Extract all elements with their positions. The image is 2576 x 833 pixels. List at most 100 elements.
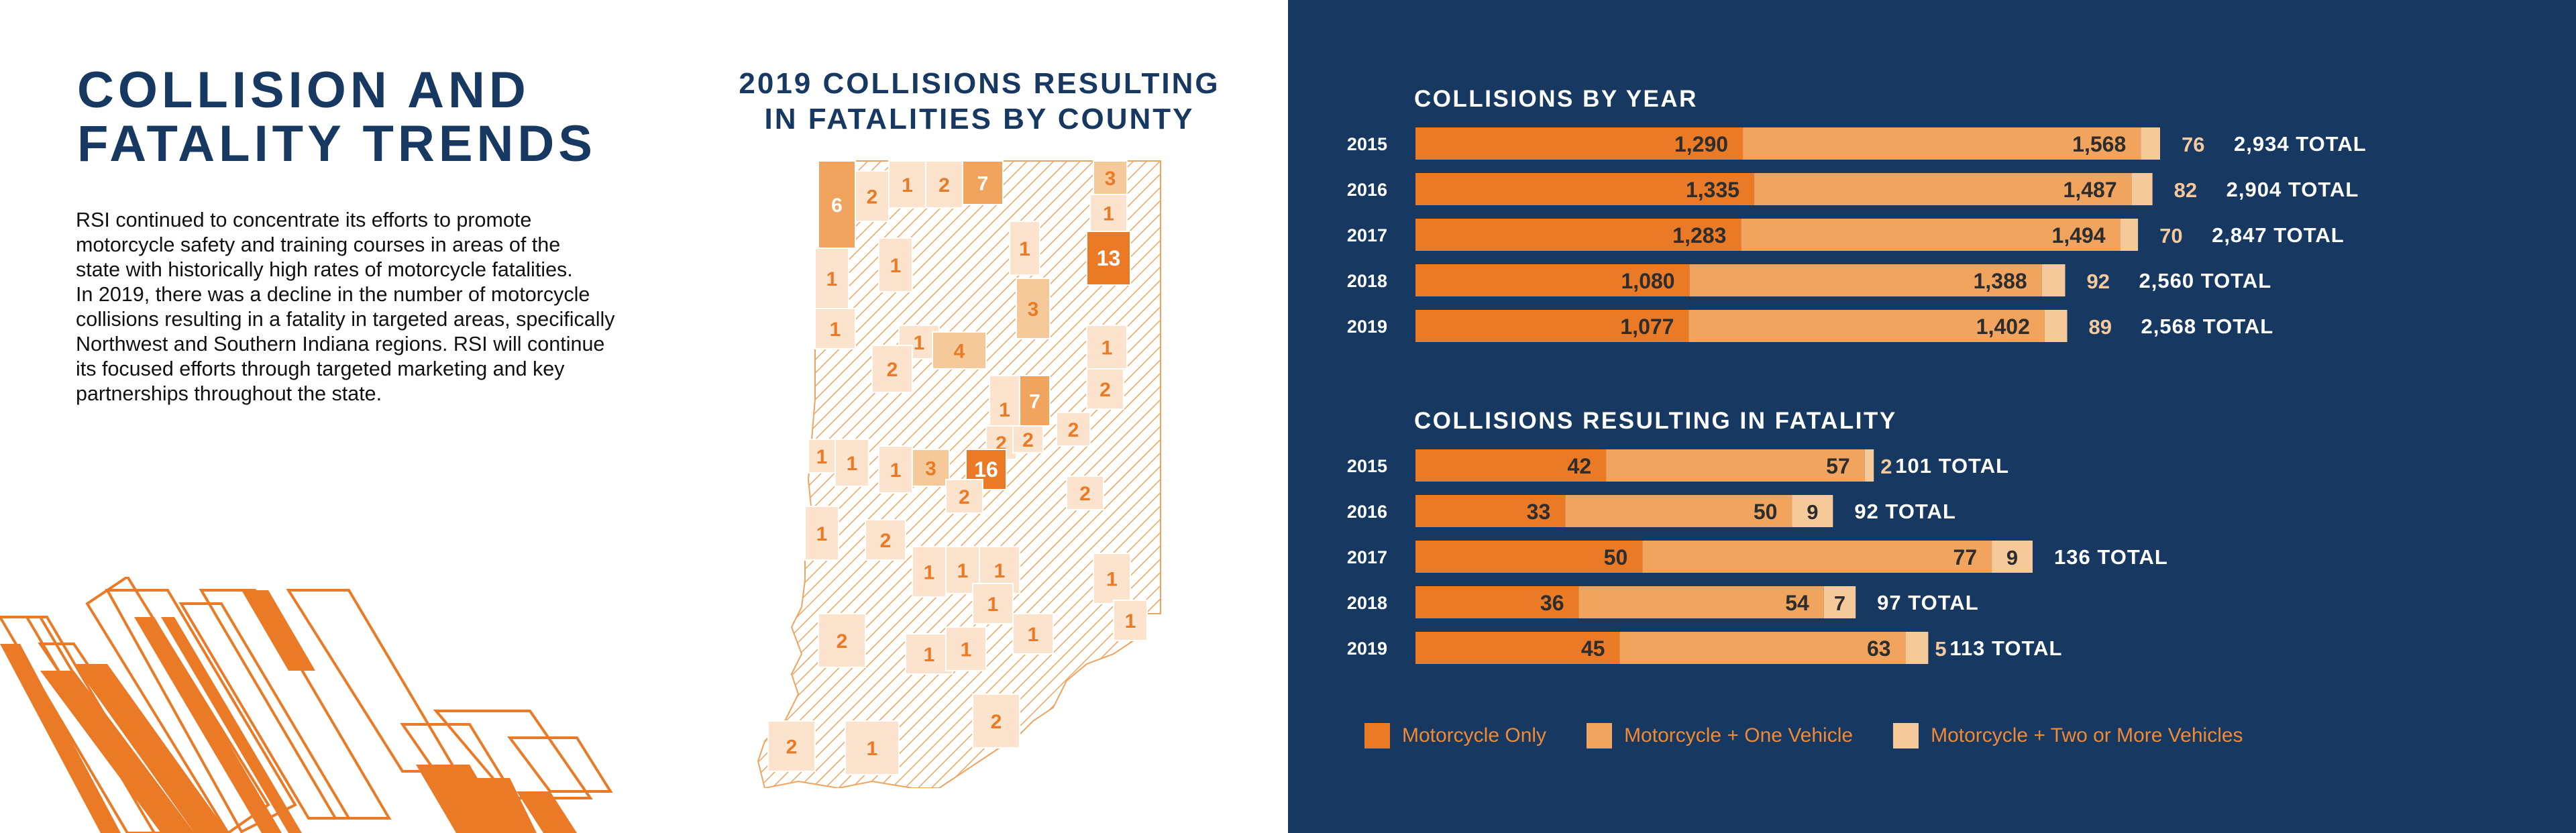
county-value-label: 6 bbox=[831, 195, 843, 217]
bar-segment bbox=[1415, 127, 1743, 160]
county-value-label: 1 bbox=[1125, 610, 1136, 632]
bar-total-label: 2,904 TOTAL bbox=[2226, 178, 2359, 201]
bar-value-label: 9 bbox=[1807, 500, 1818, 524]
bar-segment bbox=[1415, 219, 1741, 251]
bar-segment bbox=[1688, 310, 2045, 342]
county: 1 bbox=[845, 720, 900, 775]
page-title: COLLISION AND FATALITY TRENDS bbox=[77, 62, 596, 172]
bar-segment bbox=[1642, 541, 1992, 573]
county: 2 bbox=[865, 519, 906, 561]
bar-value-label: 92 bbox=[2087, 270, 2110, 293]
bar-value-label: 50 bbox=[1754, 500, 1778, 524]
bar-total-label: 101 TOTAL bbox=[1895, 454, 2009, 478]
county-shape bbox=[972, 693, 1020, 748]
bar-segment bbox=[1565, 495, 1792, 527]
county-value-label: 1 bbox=[914, 332, 925, 354]
bar-value-label: 42 bbox=[1568, 454, 1592, 478]
body-paragraph: RSI continued to concentrate its efforts… bbox=[76, 209, 615, 405]
county-value-label: 1 bbox=[1028, 624, 1039, 646]
bar-total-label: 2,560 TOTAL bbox=[2139, 269, 2272, 292]
bar-value-label: 57 bbox=[1826, 454, 1850, 478]
county-shape bbox=[878, 237, 913, 292]
bar-value-label: 1,487 bbox=[2063, 178, 2117, 202]
legend-swatch bbox=[1364, 723, 1390, 748]
county-shape bbox=[818, 160, 856, 249]
bar-segment bbox=[1578, 586, 1824, 618]
county-shape bbox=[905, 633, 953, 675]
county: 1 bbox=[972, 583, 1014, 624]
bar-segment bbox=[2044, 310, 2068, 342]
county: 1 bbox=[878, 237, 913, 292]
county-shape bbox=[814, 247, 849, 309]
county-value-label: 1 bbox=[1019, 238, 1030, 260]
county-value-label: 4 bbox=[954, 341, 965, 363]
county: 2 bbox=[1012, 425, 1044, 453]
legend-label: Motorcycle + One Vehicle bbox=[1624, 724, 1854, 746]
county-shape bbox=[1086, 368, 1124, 410]
county-shape bbox=[1093, 553, 1131, 604]
county: 1 bbox=[1009, 221, 1040, 276]
county: 2 bbox=[871, 345, 913, 393]
county-value-label: 2 bbox=[867, 186, 878, 209]
year-label: 2015 bbox=[1347, 134, 1387, 154]
county-shape bbox=[767, 720, 816, 772]
bar-segment bbox=[1689, 264, 2042, 296]
county-value-label: 2 bbox=[887, 359, 898, 381]
bar-total-label: 92 TOTAL bbox=[1854, 500, 1956, 523]
county: 2 bbox=[1086, 368, 1124, 410]
county: 1 bbox=[808, 439, 836, 474]
county: 7 bbox=[962, 160, 1004, 205]
bar-segment bbox=[1606, 449, 1865, 482]
legend-item-motorcycle-only: Motorcycle Only bbox=[1364, 723, 1546, 748]
county-shape bbox=[1009, 221, 1040, 276]
bar-total-label: 113 TOTAL bbox=[1949, 636, 2062, 660]
bar-value-label: 1,388 bbox=[1974, 269, 2027, 293]
county-shape bbox=[962, 160, 1004, 205]
county: 1 bbox=[835, 439, 869, 487]
county-value-label: 1 bbox=[816, 523, 828, 545]
bar-segment bbox=[1823, 586, 1856, 618]
bar-value-label: 1,290 bbox=[1674, 132, 1728, 156]
county: 2 bbox=[972, 693, 1020, 748]
county-shape bbox=[912, 449, 950, 487]
county: 2 bbox=[945, 479, 983, 514]
county-value-label: 3 bbox=[925, 458, 936, 480]
bar-segment bbox=[1415, 449, 1607, 482]
county: 2 bbox=[1056, 412, 1091, 447]
county-shape bbox=[945, 479, 983, 514]
county-shape bbox=[1086, 231, 1131, 286]
bar-segment bbox=[1415, 310, 1689, 342]
county-value-label: 1 bbox=[902, 174, 913, 197]
county-value-label: 7 bbox=[977, 173, 989, 195]
fatality-chart-title: COLLISIONS RESULTING IN FATALITY bbox=[1414, 408, 1897, 434]
county-value-label: 1 bbox=[890, 459, 902, 482]
county-shape bbox=[1019, 375, 1051, 427]
county: 2 bbox=[925, 160, 963, 209]
county-value-label: 1 bbox=[826, 268, 838, 290]
year-label: 2015 bbox=[1347, 456, 1387, 476]
county: 6 bbox=[818, 160, 856, 249]
legend-label: Motorcycle Only bbox=[1402, 724, 1547, 746]
county-shape bbox=[835, 439, 869, 487]
bar-segment bbox=[1415, 495, 1566, 527]
bar-value-label: 54 bbox=[1785, 591, 1809, 615]
bar-value-label: 9 bbox=[2006, 546, 2018, 569]
county: 2 bbox=[855, 170, 890, 222]
county: 1 bbox=[945, 626, 987, 671]
county: 7 bbox=[1019, 375, 1051, 427]
bar-total-label: 136 TOTAL bbox=[2054, 545, 2168, 569]
county-value-label: 1 bbox=[957, 560, 969, 582]
legend-item-one-vehicle: Motorcycle + One Vehicle bbox=[1587, 723, 1853, 748]
bar-value-label: 7 bbox=[1834, 592, 1845, 615]
year-label: 2016 bbox=[1347, 180, 1387, 200]
county: 1 bbox=[912, 546, 947, 598]
county-shape bbox=[945, 626, 987, 671]
bar-segment bbox=[1905, 632, 1929, 664]
county-value-label: 2 bbox=[1099, 379, 1111, 401]
bar-value-label: 36 bbox=[1540, 591, 1564, 615]
county: 1 bbox=[1093, 553, 1131, 604]
bar-total-label: 2,568 TOTAL bbox=[2141, 315, 2274, 338]
bar-segment bbox=[1415, 264, 1690, 296]
bar-segment bbox=[1415, 173, 1755, 205]
